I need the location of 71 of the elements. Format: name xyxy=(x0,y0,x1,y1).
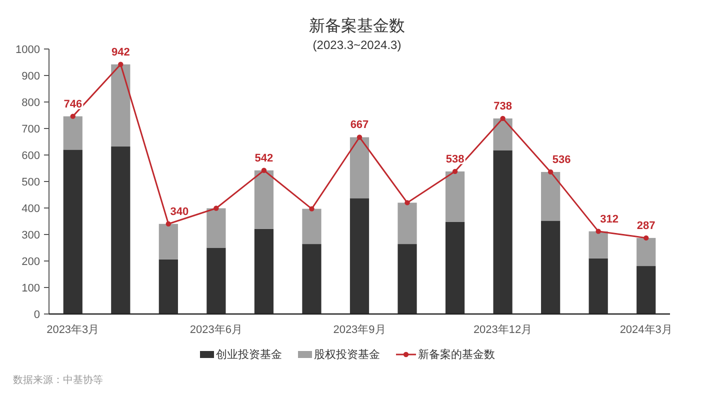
y-tick-label: 0 xyxy=(34,309,40,321)
bar xyxy=(445,171,465,222)
bar xyxy=(350,137,370,198)
data-label: 287 xyxy=(636,220,656,232)
bar xyxy=(302,244,322,314)
bar xyxy=(158,224,178,260)
bar xyxy=(493,118,512,150)
x-tick-label: 2023年9月 xyxy=(333,324,386,336)
point xyxy=(596,228,601,234)
y-tick-label: 100 xyxy=(22,282,40,294)
point xyxy=(166,221,172,226)
legend-label: 新备案的基金数 xyxy=(418,348,495,361)
bar xyxy=(111,146,130,314)
bar xyxy=(63,116,82,150)
x-tick-label: 2023年6月 xyxy=(190,324,242,336)
data-label: 312 xyxy=(600,213,619,226)
point xyxy=(500,116,506,122)
bar xyxy=(206,208,226,248)
bar xyxy=(398,244,417,314)
data-label: 538 xyxy=(446,153,464,166)
bar xyxy=(158,259,178,314)
point xyxy=(118,62,124,67)
x-tick-label: 2023年12月 xyxy=(473,324,532,336)
chart-subtitle: (2023.3~2024.3) xyxy=(312,38,402,52)
bar xyxy=(111,64,130,147)
bar xyxy=(302,208,322,244)
chart-title: 新备案基金数 xyxy=(309,17,405,35)
x-tick-label: 2023年3月 xyxy=(46,324,100,336)
bar xyxy=(350,198,370,314)
bar xyxy=(541,220,560,314)
bar xyxy=(636,266,656,314)
bar xyxy=(588,258,608,314)
x-tick-label: 2024年3月 xyxy=(620,324,672,336)
legend-label: 股权投资基金 xyxy=(314,348,380,361)
bar xyxy=(254,170,274,229)
y-tick-label: 300 xyxy=(22,230,40,242)
point xyxy=(214,206,219,211)
data-label: 536 xyxy=(552,154,571,166)
y-tick-label: 500 xyxy=(22,176,40,188)
y-tick-label: 900 xyxy=(22,70,40,82)
y-tick-label: 200 xyxy=(22,256,40,268)
point xyxy=(404,200,410,206)
data-label: 542 xyxy=(254,152,274,164)
bar xyxy=(636,238,656,266)
bar xyxy=(398,202,417,244)
bar xyxy=(206,248,226,314)
point xyxy=(548,169,554,175)
point xyxy=(452,168,458,174)
data-label: 942 xyxy=(111,46,130,58)
bar xyxy=(541,172,560,221)
y-tick-label: 800 xyxy=(22,97,40,109)
data-label: 340 xyxy=(170,206,189,218)
y-tick-label: 600 xyxy=(22,150,40,162)
legend-label: 创业投资基金 xyxy=(216,348,282,361)
y-tick-label: 1000 xyxy=(16,44,40,56)
source-note: 数据来源：中基协等 xyxy=(13,374,103,386)
y-tick-label: 700 xyxy=(22,124,40,136)
data-label: 667 xyxy=(350,119,369,132)
point xyxy=(356,134,362,140)
point xyxy=(309,206,314,212)
data-label: 738 xyxy=(494,100,512,112)
bar xyxy=(254,228,274,314)
point xyxy=(70,114,76,119)
bar xyxy=(63,150,82,314)
data-label: 746 xyxy=(64,98,82,110)
point xyxy=(261,168,267,173)
point xyxy=(644,235,649,241)
bar xyxy=(493,150,512,314)
bar xyxy=(588,231,608,258)
bar xyxy=(445,222,465,314)
y-tick-label: 400 xyxy=(22,203,40,215)
